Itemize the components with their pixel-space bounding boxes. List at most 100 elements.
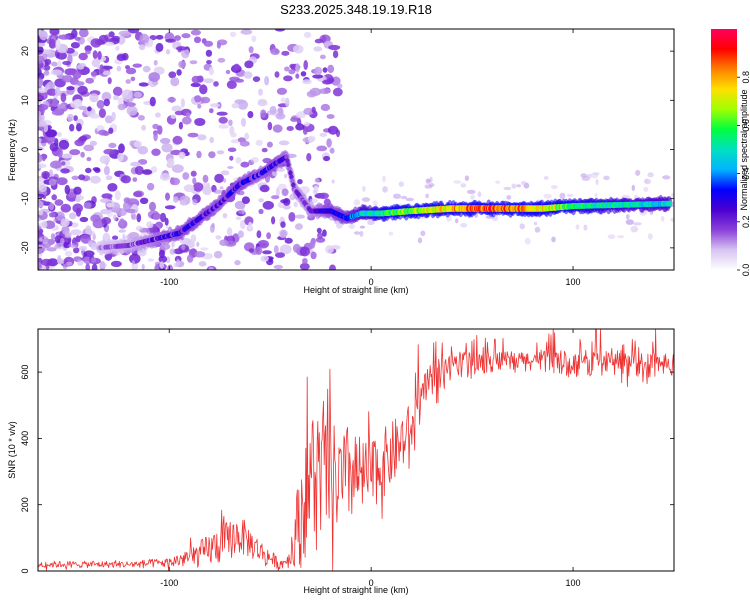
heatmap-ridge-cell	[291, 182, 296, 188]
heatmap-noise-cell	[85, 77, 94, 84]
heatmap-noise-cell	[616, 235, 625, 239]
heatmap-noise-cell	[165, 49, 171, 55]
heatmap-noise-cell	[323, 155, 331, 162]
heatmap-noise-cell	[115, 45, 120, 51]
heatmap-noise-cell	[320, 103, 331, 112]
heatmap-noise-cell	[101, 65, 113, 70]
heatmap-noise-cell	[289, 63, 296, 69]
heatmap-noise-cell	[54, 199, 64, 206]
heatmap-noise-cell	[90, 71, 98, 77]
heatmap-noise-cell	[70, 229, 82, 236]
heatmap-noise-cell	[103, 98, 111, 107]
heatmap-noise-cell	[164, 205, 176, 210]
heatmap-noise-cell	[205, 49, 213, 57]
heatmap-noise-cell	[311, 106, 316, 114]
spectrogram-x-tick-label: 0	[369, 277, 374, 287]
heatmap-noise-cell	[209, 108, 214, 114]
heatmap-noise-cell	[118, 143, 125, 154]
heatmap-noise-cell	[329, 264, 336, 270]
heatmap-noise-cell	[60, 168, 70, 174]
heatmap-noise-cell	[125, 208, 138, 214]
heatmap-noise-cell	[56, 51, 67, 60]
heatmap-noise-cell	[61, 161, 66, 166]
heatmap-noise-cell	[190, 29, 201, 36]
heatmap-noise-cell	[122, 233, 126, 239]
heatmap-noise-cell	[283, 198, 291, 206]
heatmap-noise-cell	[275, 113, 286, 120]
heatmap-noise-cell	[83, 202, 92, 209]
heatmap-noise-cell	[73, 247, 80, 254]
heatmap-noise-cell	[257, 100, 268, 107]
heatmap-noise-cell	[61, 75, 73, 83]
heatmap-noise-cell	[134, 206, 139, 214]
heatmap-noise-cell	[90, 175, 101, 184]
heatmap-noise-cell	[171, 105, 182, 112]
heatmap-noise-cell	[551, 185, 558, 190]
heatmap-noise-cell	[46, 247, 57, 252]
heatmap-noise-cell	[159, 261, 165, 269]
heatmap-noise-cell	[123, 197, 131, 204]
heatmap-noise-cell	[167, 96, 176, 103]
heatmap-noise-cell	[141, 274, 149, 278]
heatmap-ridge-cell	[285, 158, 290, 164]
heatmap-noise-cell	[230, 132, 237, 138]
heatmap-noise-cell	[88, 240, 92, 246]
heatmap-noise-cell	[139, 33, 150, 44]
heatmap-noise-cell	[258, 208, 264, 215]
heatmap-noise-cell	[44, 58, 52, 66]
heatmap-noise-cell	[299, 262, 310, 270]
heatmap-noise-cell	[127, 29, 140, 34]
heatmap-noise-cell	[125, 67, 137, 75]
heatmap-noise-cell	[130, 76, 136, 82]
heatmap-noise-cell	[150, 166, 158, 173]
heatmap-noise-cell	[398, 181, 404, 187]
heatmap-noise-cell	[235, 216, 242, 220]
heatmap-noise-cell	[219, 239, 229, 246]
heatmap-noise-cell	[78, 245, 88, 251]
heatmap-noise-cell	[269, 105, 277, 115]
heatmap-noise-cell	[359, 225, 366, 229]
heatmap-noise-cell	[197, 134, 207, 141]
heatmap-noise-cell	[583, 224, 588, 231]
heatmap-noise-cell	[49, 29, 60, 36]
heatmap-noise-cell	[196, 241, 200, 247]
heatmap-noise-cell	[179, 200, 186, 206]
heatmap-noise-cell	[64, 234, 72, 239]
heatmap-noise-cell	[62, 60, 71, 66]
heatmap-noise-cell	[181, 116, 192, 125]
heatmap-noise-cell	[332, 87, 343, 97]
heatmap-noise-cell	[87, 230, 96, 235]
heatmap-noise-cell	[62, 230, 69, 235]
heatmap-noise-cell	[251, 35, 257, 43]
heatmap-noise-cell	[106, 202, 115, 208]
heatmap-noise-cell	[66, 86, 75, 91]
heatmap-noise-cell	[156, 268, 161, 270]
heatmap-noise-cell	[248, 46, 254, 54]
heatmap-noise-cell	[38, 196, 41, 204]
heatmap-noise-cell	[353, 199, 361, 206]
heatmap-noise-cell	[89, 140, 97, 146]
heatmap-noise-cell	[516, 184, 522, 188]
heatmap-noise-cell	[180, 98, 185, 108]
spectrogram-y-axis-label: Frequency (Hz)	[7, 119, 17, 181]
spectrogram-y-ticks: -20 -10 0 10 20	[20, 46, 674, 254]
heatmap-noise-cell	[322, 79, 333, 85]
heatmap-noise-cell	[171, 241, 175, 248]
heatmap-noise-cell	[96, 99, 105, 109]
spectrogram-x-tick-label: 100	[566, 277, 581, 287]
heatmap-noise-cell	[138, 82, 149, 87]
heatmap-noise-cell	[129, 140, 135, 147]
heatmap-noise-cell	[79, 216, 89, 223]
heatmap-noise-cell	[43, 124, 49, 133]
heatmap-noise-cell	[43, 70, 50, 76]
heatmap-noise-cell	[104, 115, 114, 124]
heatmap-noise-cell	[255, 139, 263, 146]
heatmap-noise-cell	[293, 201, 298, 208]
heatmap-noise-cell	[141, 124, 147, 131]
heatmap-noise-cell	[239, 140, 250, 147]
heatmap-noise-cell	[644, 178, 649, 184]
heatmap-noise-cell	[227, 166, 234, 169]
heatmap-noise-cell	[213, 81, 219, 87]
heatmap-noise-cell	[455, 218, 459, 224]
heatmap-noise-cell	[313, 46, 323, 52]
